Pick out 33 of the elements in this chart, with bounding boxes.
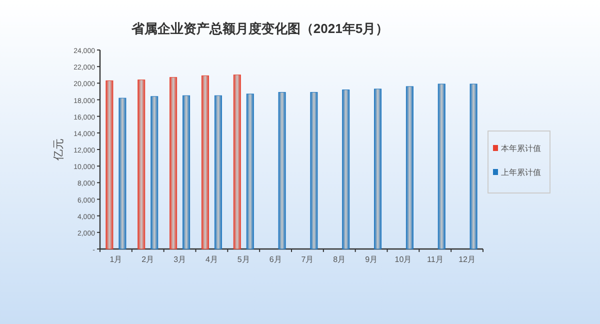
bar xyxy=(278,92,286,250)
x-tick-label: 8月 xyxy=(333,255,346,264)
bar xyxy=(118,98,126,250)
bar xyxy=(182,95,190,250)
bar xyxy=(438,84,446,250)
x-tick-label: 2月 xyxy=(142,255,154,264)
bar xyxy=(106,80,114,250)
legend-label: 上年累计值 xyxy=(501,168,541,177)
bar xyxy=(246,94,254,250)
x-tick-label: 1月 xyxy=(110,255,122,264)
x-tick-label: 3月 xyxy=(174,255,186,264)
legend-label: 本年累计值 xyxy=(501,144,541,153)
bar xyxy=(342,90,350,250)
bar xyxy=(233,74,241,250)
bar xyxy=(138,80,146,250)
bar xyxy=(374,88,382,250)
x-tick-label: 4月 xyxy=(205,255,218,264)
chart-title: 省属企业资产总额月度变化图（2021年5月） xyxy=(130,21,389,36)
x-tick-label: 10月 xyxy=(394,255,412,264)
bar xyxy=(470,84,478,250)
bar xyxy=(170,77,178,250)
x-tick-label: 12月 xyxy=(458,255,476,264)
bar xyxy=(214,95,222,250)
bar xyxy=(201,75,209,250)
x-tick-label: 7月 xyxy=(301,255,314,264)
x-tick-label: 9月 xyxy=(365,255,378,264)
x-tick-label: 5月 xyxy=(237,255,250,264)
x-tick-label: 6月 xyxy=(269,255,282,264)
x-tick-label: 11月 xyxy=(426,255,444,264)
bar xyxy=(150,96,158,250)
y-axis-title: 亿元 xyxy=(53,138,65,162)
bar xyxy=(406,86,414,250)
bar xyxy=(310,92,318,250)
